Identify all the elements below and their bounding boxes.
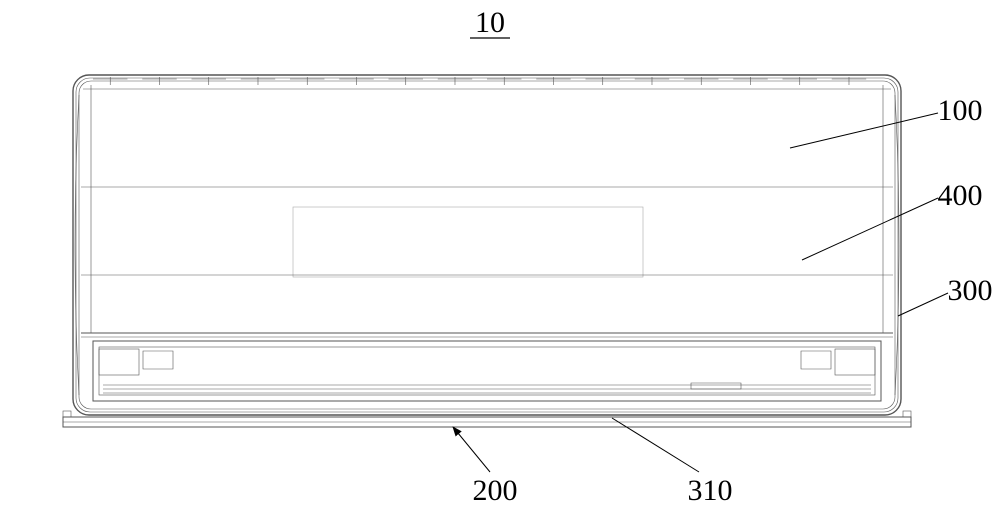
svg-text:300: 300 xyxy=(948,274,993,307)
patent-figure: 10 100 400 300 200 310 xyxy=(0,0,1000,514)
svg-text:200: 200 xyxy=(473,474,518,507)
svg-text:10: 10 xyxy=(475,6,505,39)
svg-text:100: 100 xyxy=(938,94,983,127)
svg-text:400: 400 xyxy=(938,179,983,212)
svg-text:310: 310 xyxy=(688,474,733,507)
